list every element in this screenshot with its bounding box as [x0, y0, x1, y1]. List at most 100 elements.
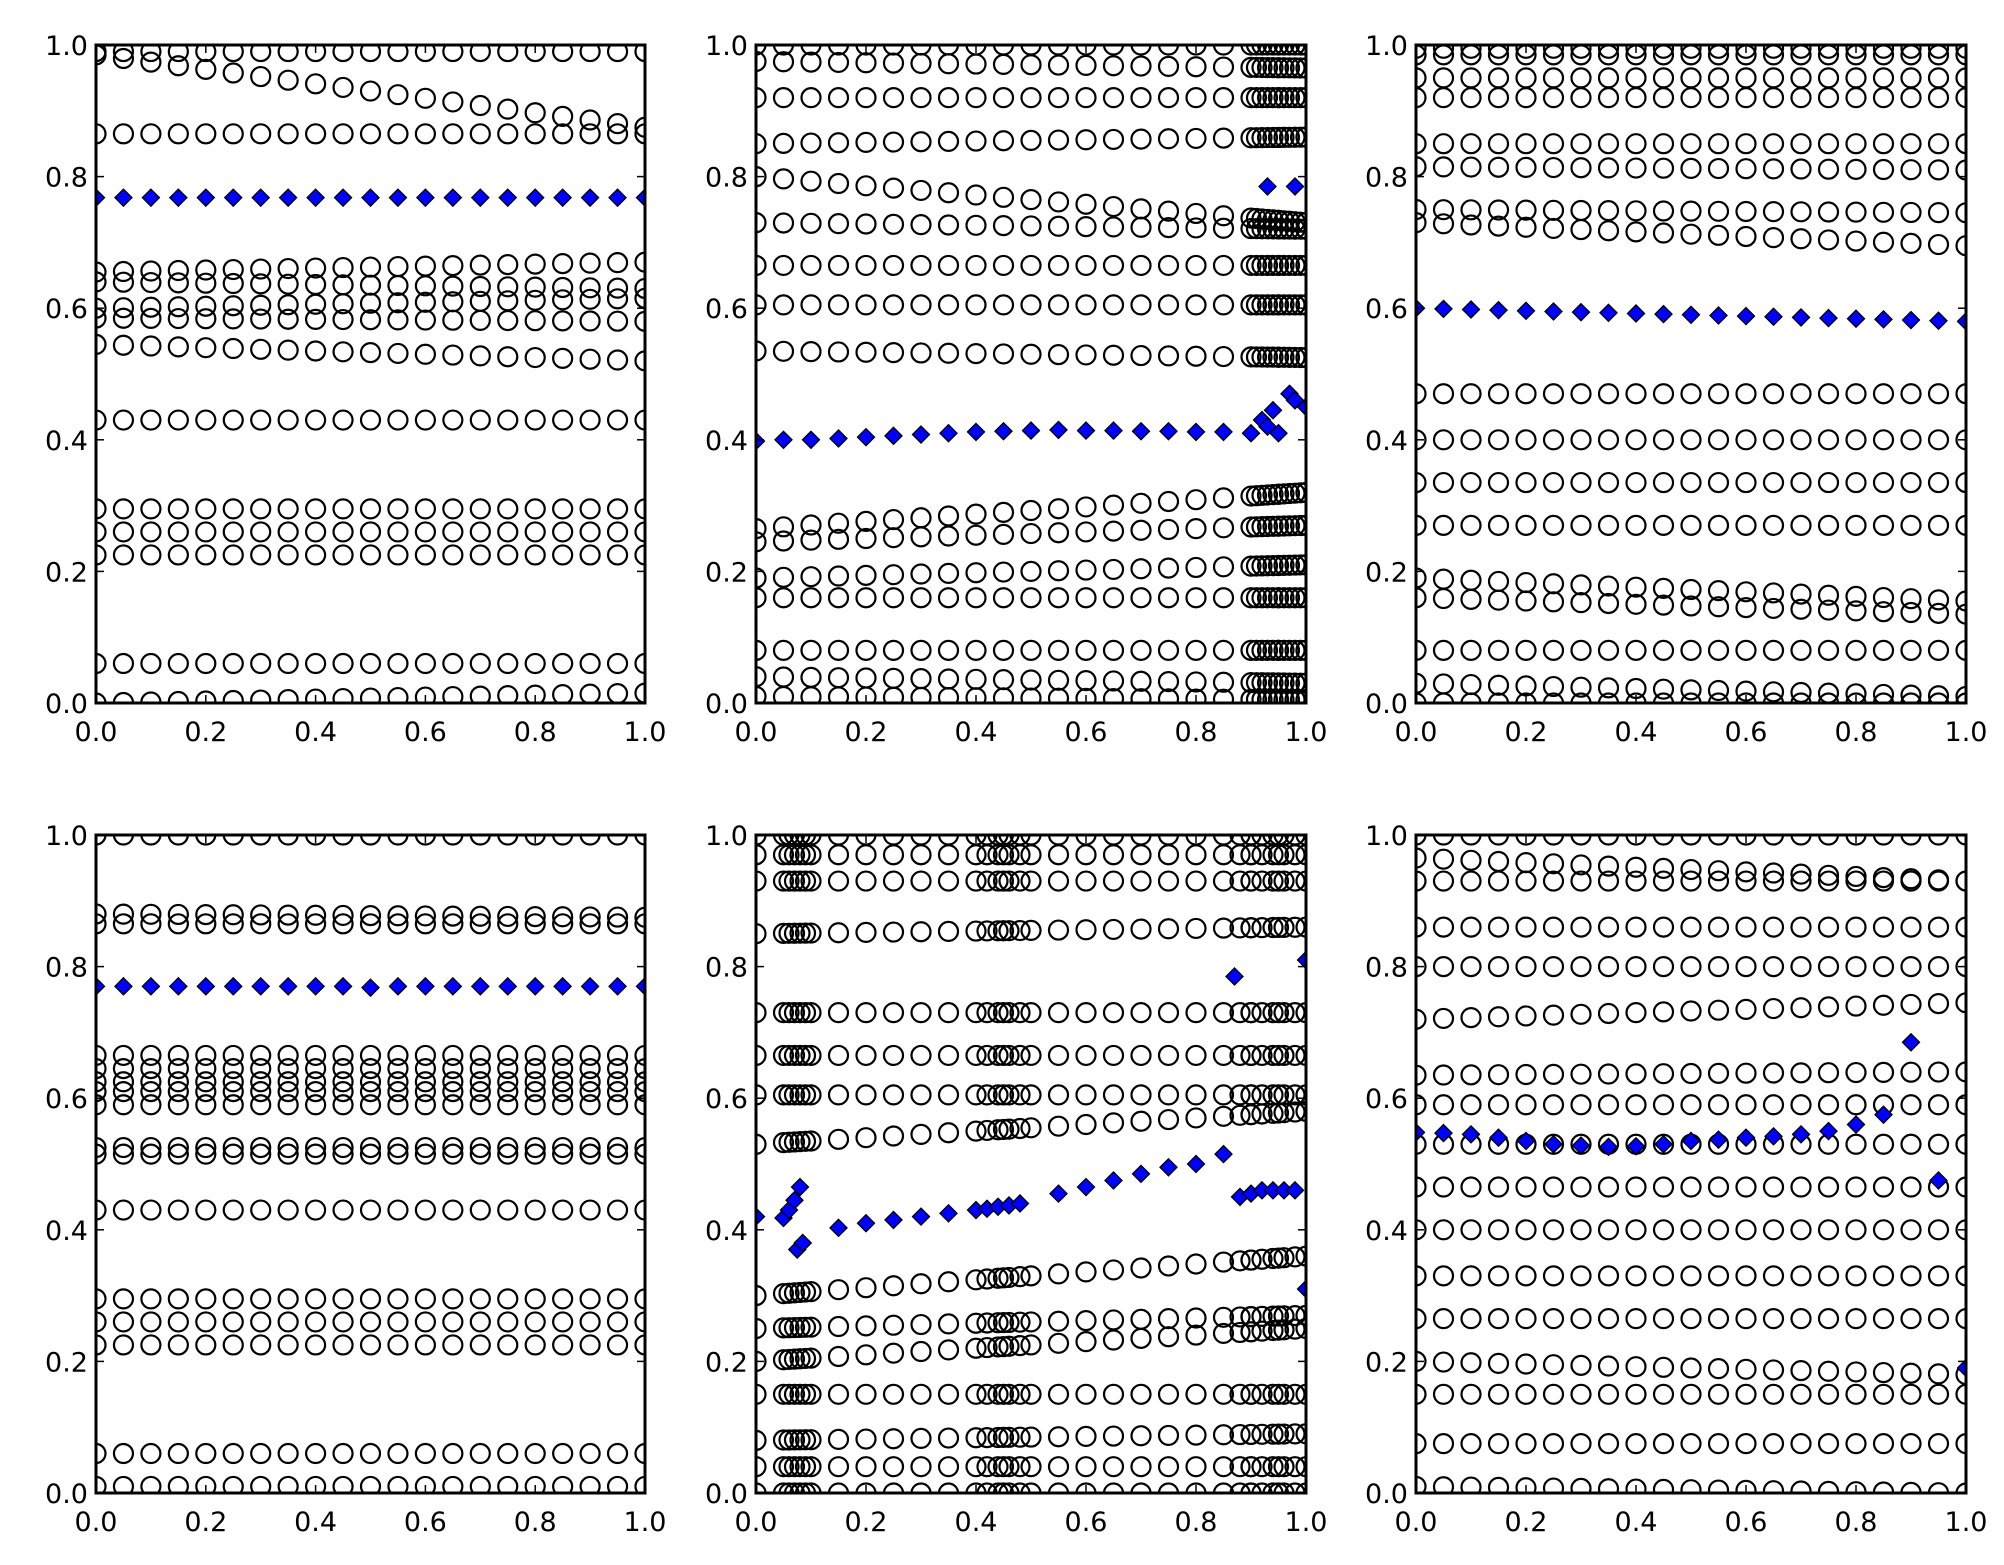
circle-marker	[1652, 1383, 1675, 1405]
circle-marker	[222, 1071, 244, 1093]
circle-marker	[1652, 87, 1675, 109]
circle-marker	[579, 652, 601, 675]
circle-marker	[1256, 294, 1279, 316]
circle-marker	[1240, 56, 1262, 78]
circle-marker	[96, 652, 107, 675]
circle-marker	[1515, 571, 1537, 594]
circle-marker	[1212, 1084, 1235, 1106]
circle-marker	[195, 259, 217, 281]
circle-marker	[96, 409, 107, 431]
circle-marker	[442, 344, 464, 366]
circle-marker	[1157, 918, 1180, 940]
circle-marker	[1542, 1308, 1565, 1330]
circle-marker	[1130, 492, 1152, 514]
circle-marker	[827, 1428, 850, 1450]
circle-marker	[112, 903, 135, 925]
circle-marker	[1075, 1310, 1097, 1332]
circle-marker	[1075, 344, 1097, 366]
circle-marker	[987, 1267, 1009, 1289]
circle-marker	[827, 1482, 850, 1493]
circle-marker	[789, 1131, 811, 1153]
circle-marker	[1267, 1456, 1290, 1478]
diamond-marker	[1544, 1134, 1563, 1154]
circle-marker	[1020, 639, 1042, 661]
circle-marker	[195, 1136, 217, 1159]
diamond-marker	[1159, 1157, 1178, 1177]
circle-marker	[250, 835, 272, 846]
circle-marker	[1707, 916, 1730, 938]
circle-marker	[1762, 158, 1785, 180]
circle-marker	[1735, 861, 1757, 883]
circle-marker	[1570, 199, 1592, 222]
circle-marker	[1212, 45, 1235, 56]
circle-marker	[552, 684, 574, 703]
circle-marker	[1570, 1308, 1592, 1330]
circle-marker	[359, 123, 382, 145]
circle-marker	[1047, 844, 1070, 866]
circle-marker	[1273, 1044, 1295, 1067]
circle-marker	[800, 1084, 822, 1106]
diamond-marker	[1461, 300, 1481, 319]
circle-marker	[524, 1143, 546, 1165]
circle-marker	[1542, 1219, 1565, 1241]
circle-marker	[1900, 916, 1922, 938]
circle-marker	[976, 1482, 998, 1493]
diamond-marker	[1956, 311, 1966, 331]
x-tick-label: 0.0	[1395, 1507, 1438, 1538]
diamond-marker	[1489, 1128, 1508, 1148]
circle-marker	[552, 1475, 574, 1493]
circle-marker	[1872, 1361, 1895, 1384]
circle-marker	[222, 1136, 244, 1159]
plot-area	[756, 835, 1306, 1493]
circle-marker	[1515, 1063, 1537, 1086]
circle-marker	[222, 1081, 244, 1103]
circle-marker	[1487, 215, 1510, 237]
circle-marker	[1872, 1308, 1895, 1330]
circle-marker	[1416, 639, 1427, 661]
circle-marker	[524, 1199, 546, 1221]
y-tick-label: 0.0	[45, 689, 88, 720]
circle-marker	[250, 1288, 272, 1310]
circle-marker	[140, 271, 162, 294]
circle-marker	[1872, 916, 1895, 938]
circle-marker	[524, 913, 546, 935]
circle-marker	[992, 639, 1015, 661]
circle-marker	[789, 1456, 811, 1478]
circle-marker	[112, 1288, 135, 1310]
circle-marker	[167, 1143, 189, 1165]
circle-marker	[1597, 87, 1620, 109]
circle-marker	[1597, 870, 1620, 892]
circle-marker	[1570, 157, 1592, 179]
circle-marker	[1251, 254, 1273, 277]
circle-marker	[1432, 1094, 1455, 1116]
x-tick-label: 0.6	[1065, 1507, 1108, 1538]
circle-marker	[1762, 1433, 1785, 1455]
circle-marker	[1735, 1433, 1757, 1455]
circle-marker	[756, 531, 767, 553]
circle-marker	[1262, 346, 1284, 368]
circle-marker	[1762, 429, 1785, 451]
circle-marker	[778, 1456, 800, 1478]
circle-marker	[277, 688, 299, 703]
circle-marker	[1515, 1176, 1537, 1198]
circle-marker	[1707, 45, 1730, 59]
circle-marker	[882, 1084, 905, 1106]
circle-marker	[442, 1044, 464, 1067]
circle-marker	[414, 1334, 436, 1356]
circle-marker	[1625, 1094, 1647, 1116]
circle-marker	[1185, 202, 1207, 225]
circle-marker	[783, 870, 806, 892]
circle-marker	[1130, 519, 1152, 541]
circle-marker	[1735, 596, 1757, 619]
circle-marker	[140, 1143, 162, 1165]
circle-marker	[998, 1311, 1020, 1334]
circle-marker	[167, 1044, 189, 1067]
circle-marker	[1570, 835, 1592, 846]
circle-marker	[1102, 1002, 1125, 1024]
circle-marker	[756, 1456, 767, 1478]
circle-marker	[1273, 1423, 1295, 1445]
circle-marker	[305, 652, 327, 675]
circle-marker	[1542, 955, 1565, 978]
circle-marker	[1927, 1383, 1950, 1405]
circle-marker	[855, 921, 877, 943]
